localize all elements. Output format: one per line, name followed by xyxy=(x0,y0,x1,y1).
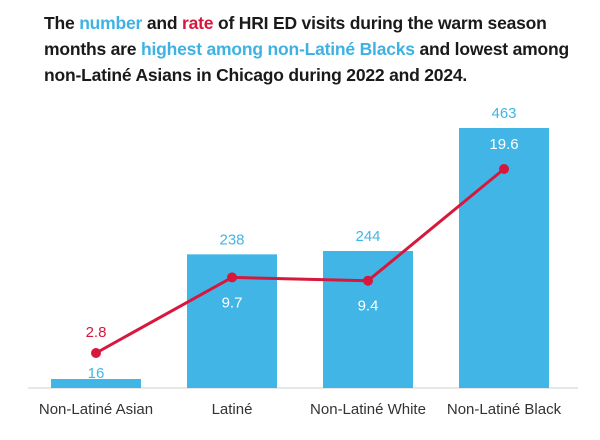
x-tick-label-1: Latiné xyxy=(212,401,253,418)
rate-value-label-2: 9.4 xyxy=(358,298,379,315)
bar-2 xyxy=(323,250,413,388)
title-text-1: The xyxy=(44,13,80,33)
bar-value-label-3: 463 xyxy=(491,105,516,122)
rate-point-3 xyxy=(499,164,509,174)
bar-0 xyxy=(51,379,141,388)
rate-point-1 xyxy=(227,272,237,283)
x-tick-label-0: Non-Latiné Asian xyxy=(39,401,153,418)
rate-value-label-1: 9.7 xyxy=(222,294,243,311)
bar-value-label-0: 16 xyxy=(88,365,105,382)
rate-value-label-0: 2.8 xyxy=(86,324,107,341)
rate-point-0 xyxy=(91,348,101,358)
title-text-2: and xyxy=(142,13,183,33)
bar-value-label-1: 238 xyxy=(219,231,244,248)
bar-value-label-2: 244 xyxy=(355,228,380,245)
rate-value-label-3: 19.6 xyxy=(489,136,518,153)
title-text-3: of HRI ED visits during the warm season … xyxy=(44,13,547,59)
x-tick-label-2: Non-Latiné White xyxy=(310,401,426,418)
title-highlight: highest among non-Latiné Blacks xyxy=(141,39,415,59)
title-rate-word: rate xyxy=(182,13,214,33)
chart-title: The number and rate of HRI ED visits dur… xyxy=(44,10,584,88)
title-number-word: number xyxy=(79,13,143,33)
rate-line xyxy=(95,167,505,355)
rate-point-2 xyxy=(363,275,373,286)
x-tick-label-3: Non-Latiné Black xyxy=(447,401,562,418)
title-text-4: and lowest among non-Latiné Asians in Ch… xyxy=(44,39,569,85)
